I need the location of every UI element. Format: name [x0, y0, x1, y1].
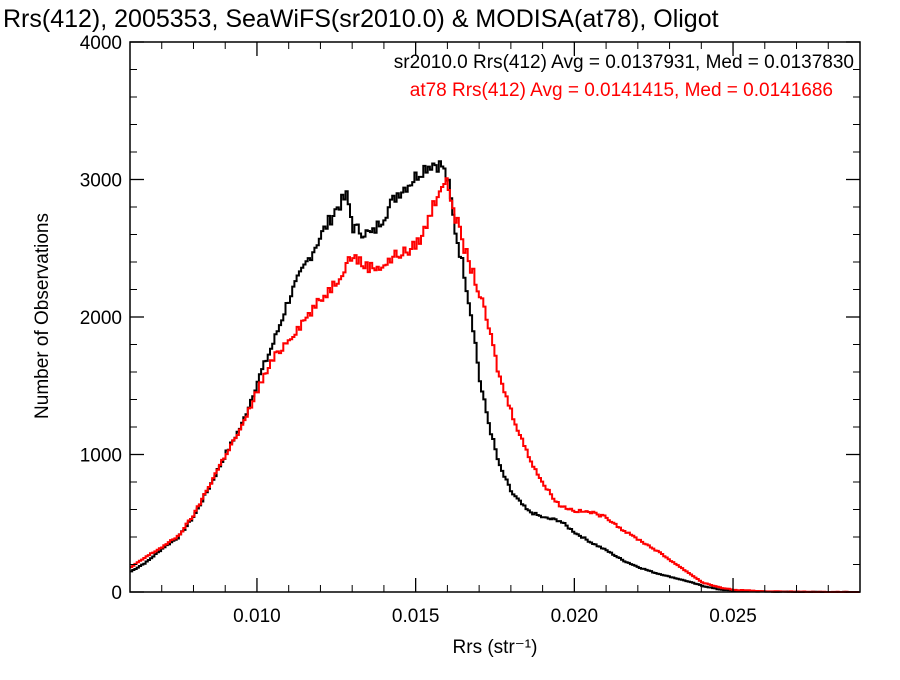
x-axis-label: Rrs (str⁻¹)	[453, 637, 538, 658]
y-tick-label: 2000	[80, 308, 122, 329]
series-line-sr2010.0	[130, 160, 860, 593]
chart-title: Rrs(412), 2005353, SeaWiFS(sr2010.0) & M…	[3, 5, 719, 33]
plot-frame	[129, 41, 861, 593]
y-tick-label: 1000	[80, 446, 122, 467]
y-tick-label: 4000	[80, 33, 122, 54]
plot-area: 0.010 0.015 0.020 0.025 0 1000 2000 3000 4000	[80, 33, 861, 627]
x-tick-label: 0.010	[233, 606, 281, 627]
y-tick-label: 0	[111, 583, 122, 604]
x-tick-label: 0.025	[709, 606, 757, 627]
y-tick-label: 3000	[80, 171, 122, 192]
series-line-at78	[130, 177, 860, 593]
legend-entry-at78: at78 Rrs(412) Avg = 0.0141415, Med = 0.0…	[410, 80, 833, 101]
y-axis-label: Number of Observations	[32, 213, 53, 419]
x-tick-label: 0.020	[551, 606, 599, 627]
legend-entry-sr2010: sr2010.0 Rrs(412) Avg = 0.0137931, Med =…	[394, 52, 854, 73]
x-tick-label: 0.015	[392, 606, 440, 627]
